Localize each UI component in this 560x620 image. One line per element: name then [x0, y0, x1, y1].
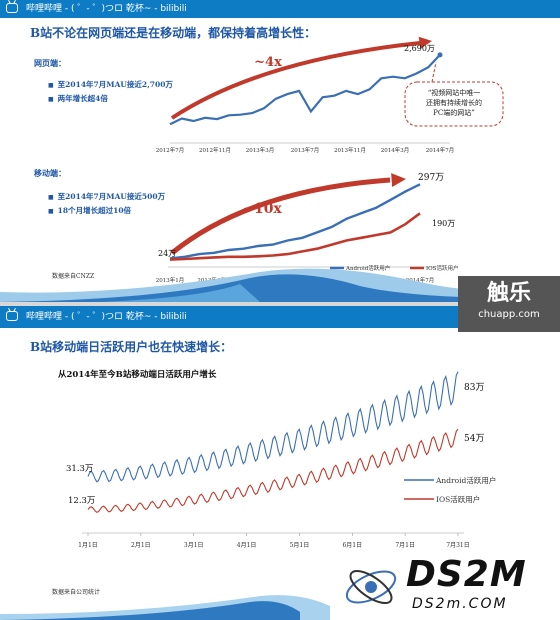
mobile-bullet-2: 18个月增长超过10倍	[48, 204, 165, 218]
mobile-series-line	[169, 212, 421, 261]
header-bar: 哔哩哔哩 - ( ゜- ゜)つロ 乾杯~ - bilibili	[0, 0, 560, 18]
dau-chart-title: 从2014年至今B站移动端日活跃用户增长	[58, 370, 217, 380]
dau-x-tick-label: 3月1日	[184, 542, 204, 549]
chuapp-watermark: 触乐 chuapp.com	[458, 276, 560, 332]
web-callout-pointer	[431, 61, 437, 83]
web-end-value-label: 2,690万	[404, 44, 435, 53]
dau-x-tick-label: 7月31日	[446, 542, 469, 549]
mobile-label: 移动端：	[34, 168, 66, 178]
dau-x-tick-label: 4月1日	[237, 542, 257, 549]
slide2-footer-wave	[0, 595, 330, 620]
web-growth-arrowhead	[418, 36, 432, 49]
web-x-tick-label: 2014年7月	[426, 146, 455, 154]
web-callout-text: 还拥有持续增长的	[426, 98, 482, 107]
dau-android-end-label: 83万	[464, 383, 484, 393]
mobile-growth-label: ~10x	[242, 201, 282, 217]
chuapp-url: chuapp.com	[478, 309, 540, 320]
ds2m-url: DS2m.COM	[412, 596, 508, 612]
chuapp-logo: 触乐	[486, 281, 531, 306]
mobile-x-tick-label: 2014年7月	[406, 276, 435, 284]
web-growth-arrow	[170, 41, 421, 120]
mobile-legend-label: Android活跃用户	[345, 264, 390, 272]
web-mau-end-point	[437, 52, 443, 58]
dau-android-start-label: 31.3万	[66, 464, 93, 474]
dau-x-tick-label: 7月1日	[395, 542, 415, 549]
web-bullet-2: 两年增长超4倍	[48, 92, 173, 106]
dau-x-tick-label: 5月1日	[290, 542, 310, 549]
dau-x-tick-label: 6月1日	[342, 542, 362, 549]
dau-legend-label: IOS活跃用户	[436, 494, 480, 504]
web-x-tick-label: 2012年7月	[156, 146, 185, 154]
header-bar-text: 哔哩哔哩 - ( ゜- ゜)つロ 乾杯~ - bilibili	[26, 4, 187, 14]
web-bullets: 至2014年7月MAU接近2,700万 两年增长超4倍	[48, 78, 173, 106]
header-bar-text-2: 哔哩哔哩 - ( ゜- ゜)つロ 乾杯~ - bilibili	[26, 312, 187, 322]
web-x-tick-label: 2013年3月	[246, 146, 275, 154]
mobile-android-end-label: 297万	[418, 173, 444, 183]
bilibili-tv-icon	[6, 311, 18, 321]
dau-chart: 1月1日 2月1日 3月1日 4月1日 5月1日 6月1日 7月1日 7月31日 Android…	[66, 371, 496, 549]
mobile-x-tick-label: 2013年1月	[156, 276, 185, 284]
mobile-growth-arrow	[170, 177, 391, 255]
slide-daily-active: 哔哩哔哩 - ( ゜- ゜)つロ 乾杯~ - bilibili B站移动端日活跃…	[0, 306, 560, 620]
web-growth-label: ~4x	[254, 55, 282, 70]
slide2-heading: B站移动端日活跃用户也在快速增长：	[30, 340, 233, 354]
bilibili-tv-icon	[6, 3, 18, 13]
web-x-tick-label: 2012年11月	[199, 146, 231, 154]
dau-series-line	[87, 371, 459, 483]
dau-ios-start-label: 12.3万	[68, 496, 95, 506]
mobile-growth-arrowhead	[391, 173, 406, 187]
mobile-mau-chart: 2013年1月2013年4月2013年7月2013年10月2014年1月2014…	[156, 173, 459, 284]
slide1-footer-wave	[0, 268, 560, 302]
dau-ios-end-label: 54万	[464, 434, 484, 444]
mobile-ios-end-label: 190万	[432, 219, 455, 228]
web-callout-text: “视频网站中唯一	[428, 88, 481, 97]
slide2-source: 数据来自公司统计	[52, 589, 101, 596]
mobile-bullets: 至2014年7月MAU接近500万 18个月增长超过10倍	[48, 190, 165, 218]
dau-legend-label: Android活跃用户	[435, 475, 496, 485]
ds2m-watermark: DS2M DS2m.COM	[340, 552, 560, 620]
dau-series-line	[87, 428, 459, 513]
mobile-legend-label: IOS活跃用户	[426, 264, 458, 272]
web-callout-text: PC端的网站”	[433, 108, 475, 117]
ds2m-swirl-icon	[345, 569, 397, 605]
web-callout-box	[404, 81, 504, 127]
mobile-bullet-1: 至2014年7月MAU接近500万	[48, 190, 165, 204]
ds2m-logo: DS2M	[406, 554, 527, 595]
slide1-source: 数据来自CNZZ	[52, 273, 95, 280]
web-x-tick-label: 2014年3月	[381, 146, 410, 154]
dau-x-tick-label: 1月1日	[78, 542, 98, 549]
slide1-heading: B站不论在网页端还是在移动端，都保持着高增长性：	[30, 26, 317, 40]
web-bullet-1: 至2014年7月MAU接近2,700万	[48, 78, 173, 92]
header-bar-2: 哔哩哔哩 - ( ゜- ゜)つロ 乾杯~ - bilibili	[0, 306, 560, 328]
web-x-tick-label: 2013年7月	[291, 146, 320, 154]
web-mau-series-line	[169, 54, 441, 126]
web-x-tick-label: 2013年11月	[334, 146, 366, 154]
mobile-start-label: 24万	[158, 249, 176, 258]
web-label: 网页端：	[34, 58, 66, 68]
dau-x-tick-label: 2月1日	[131, 542, 151, 549]
web-mau-chart: 2012年7月 2012年11月 2013年3月 2013年7月 2013年11月 201…	[156, 36, 504, 154]
slide-growth-overview: 哔哩哔哩 - ( ゜- ゜)つロ 乾杯~ - bilibili B站不论在网页端…	[0, 0, 560, 302]
mobile-series-line	[169, 183, 421, 260]
